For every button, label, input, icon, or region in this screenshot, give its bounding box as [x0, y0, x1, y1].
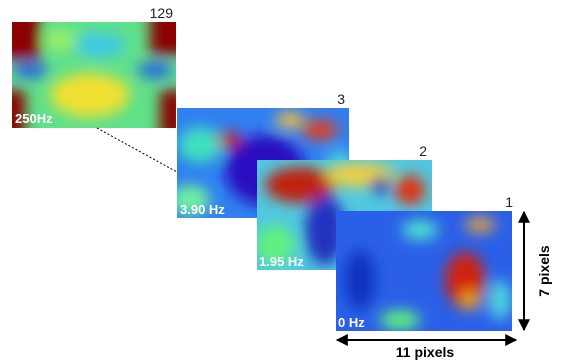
frame-index: 129	[150, 5, 174, 21]
heatmap-frame	[12, 22, 176, 128]
frame-index: 1	[505, 194, 513, 210]
width-label: 11 pixels	[396, 344, 455, 360]
frame-frequency: 3.90 Hz	[180, 202, 225, 217]
frame-frequency: 250Hz	[15, 111, 53, 126]
heatmap-frame	[336, 211, 512, 331]
frame-frequency: 0 Hz	[338, 315, 365, 330]
connector	[96, 127, 178, 173]
height-label: 7 pixels	[536, 245, 552, 297]
frame-frequency: 1.95 Hz	[259, 254, 304, 269]
frame-index: 2	[419, 143, 427, 159]
frame-index: 3	[337, 91, 345, 107]
